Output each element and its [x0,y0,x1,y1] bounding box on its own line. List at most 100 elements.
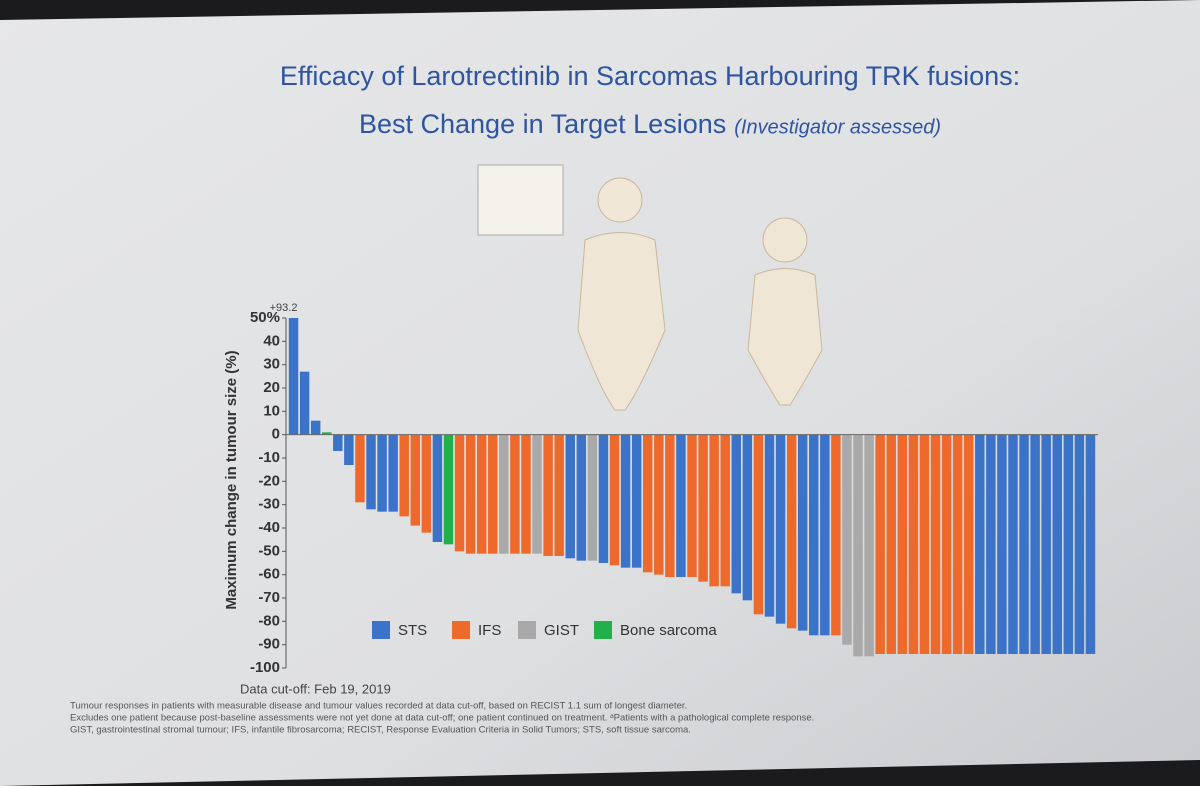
footnote: GIST, gastrointestinal stromal tumour; I… [70,725,691,736]
bar [720,434,730,587]
bar [698,434,708,582]
bar [421,434,432,533]
bar [488,434,498,554]
bar [366,434,376,510]
y-tick-label: -10 [258,449,280,466]
y-tick-label: -50 [258,542,280,559]
annotation: +93.2 [270,302,298,314]
bar [510,434,520,554]
bar [476,434,487,554]
bars [288,318,1096,657]
bar [631,434,642,568]
bar [665,434,675,577]
bar [875,434,885,654]
bar [831,434,841,636]
footnote: Excludes one patient because post-baseli… [70,713,814,724]
bar [820,434,830,636]
y-tick-label: -90 [258,636,280,653]
legend-label: IFS [478,622,501,639]
bar [709,434,719,587]
bar [410,434,421,526]
bar [1041,434,1051,654]
legend-swatch [594,621,612,639]
bar [554,434,564,556]
bar [310,420,321,435]
y-tick-label: -30 [258,496,280,513]
bar [963,434,974,654]
bar [521,434,531,554]
y-axis-label: Maximum change in tumour size (%) [223,350,240,609]
legend-swatch [518,621,536,639]
bar [432,434,443,542]
bar [908,434,919,654]
bar [941,434,952,654]
y-tick-label: -40 [258,519,280,536]
bar [930,434,941,654]
bar [886,434,896,654]
bar [975,434,985,654]
bar [1008,434,1018,654]
bar [742,434,753,601]
bar [797,434,808,631]
bar [1074,434,1085,654]
legend-swatch [452,621,470,639]
y-tick-label: 0 [272,426,280,443]
bar [443,434,454,545]
bar [986,434,996,654]
bar [853,434,863,657]
legend-swatch [372,621,390,639]
bar [775,434,786,624]
y-tick-label: 50% [250,309,280,326]
y-tick-label: 40 [263,332,280,349]
bar [786,434,797,629]
y-tick-label: -20 [258,472,280,489]
footnote: Tumour responses in patients with measur… [70,701,687,712]
bar [454,434,465,552]
legend-label: Bone sarcoma [620,622,717,639]
bar [355,434,365,503]
title: Efficacy of Larotrectinib in Sarcomas Ha… [280,61,1020,91]
y-tick-label: 10 [263,402,280,419]
bar [1085,434,1096,654]
bar [919,434,930,654]
bar [344,434,354,465]
bar [388,434,398,512]
bar [543,434,553,556]
bar [609,434,620,566]
bar [753,434,764,615]
bar [288,318,299,435]
y-tick-label: 30 [263,356,280,373]
bar [1052,434,1062,654]
bar [377,434,387,512]
subtitle: Best Change in Target Lesions [359,109,726,139]
bar [642,434,653,573]
bar [897,434,908,654]
bar [587,434,598,561]
bar [809,434,819,636]
legend-label: STS [398,622,427,639]
bar [499,434,509,554]
bar [654,434,664,575]
bar [731,434,742,594]
bar [842,434,852,645]
bar [1063,434,1074,654]
bar [1030,434,1040,654]
bar [333,434,343,451]
bar [399,434,409,517]
bar [598,434,609,563]
bar [1019,434,1029,654]
bar [565,434,575,559]
bar [997,434,1007,654]
anatomy-illustration [477,164,823,411]
bar [576,434,587,561]
bar [952,434,963,654]
y-tick-label: 20 [263,379,280,396]
bar [322,432,332,435]
y-tick-label: -100 [250,659,280,676]
bar [620,434,631,568]
legend-label: GIST [544,622,579,639]
bar [864,434,874,657]
bar [676,434,686,577]
